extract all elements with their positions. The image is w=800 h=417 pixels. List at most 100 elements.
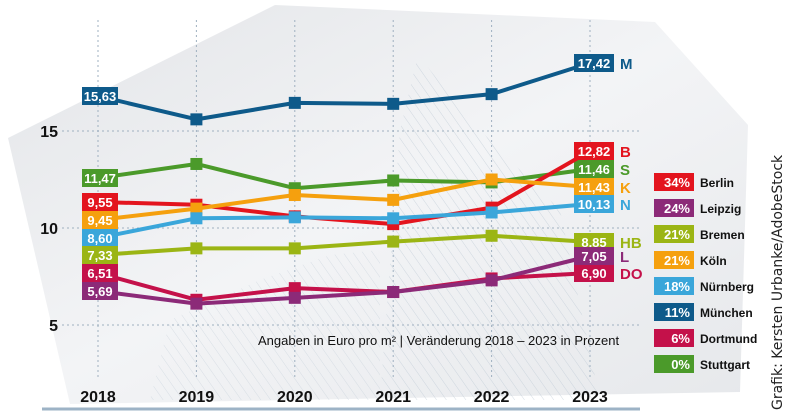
end-value-label: 12,82 B: [574, 142, 631, 161]
end-value: 11,43: [578, 180, 610, 195]
legend-change: 21%: [664, 253, 690, 268]
legend-label: Bremen: [700, 228, 745, 242]
data-point: [288, 189, 301, 202]
label-box: [82, 193, 118, 211]
end-value-label: 8,85 HB: [574, 233, 642, 252]
start-value-label: 8,60: [82, 229, 118, 247]
data-point: [288, 282, 301, 295]
label-box: [574, 264, 614, 282]
data-point: [485, 206, 498, 219]
x-tick-label: 2022: [474, 389, 510, 406]
legend-swatch: [654, 251, 694, 269]
label-box: [574, 178, 614, 196]
start-value: 15,63: [84, 89, 117, 104]
end-value: 8,85: [581, 235, 606, 250]
y-axis: 5 10 15: [40, 124, 58, 335]
series-line: [97, 177, 591, 222]
legend-change: 18%: [664, 279, 690, 294]
end-value-label: 17,42 M: [574, 54, 633, 73]
x-tick-label: 2019: [179, 389, 215, 406]
series-group: 15,63 17,42 M 11,47 11,46 S 9,55 12,82 B 9,45 11,4…: [82, 54, 643, 310]
data-point: [190, 242, 203, 255]
start-value-label: 5,69: [82, 282, 118, 300]
label-box: [82, 87, 118, 105]
end-value: 11,46: [578, 162, 610, 177]
data-point: [190, 157, 203, 170]
start-value: 8,60: [87, 231, 112, 246]
legend-item-münchen: 11% München: [654, 303, 753, 321]
label-box: [574, 54, 614, 72]
legend-label: Nürnberg: [700, 280, 754, 294]
series-line: [97, 61, 591, 122]
end-value-label: 10,13 N: [574, 195, 631, 214]
end-value: 6,90: [581, 266, 606, 281]
data-point: [387, 286, 400, 299]
city-code: K: [620, 180, 631, 197]
end-value-label: 11,43 K: [574, 178, 631, 197]
series-line: [97, 254, 591, 306]
start-value: 9,55: [87, 195, 112, 210]
legend-swatch: [654, 173, 694, 191]
legend-label: Stuttgart: [700, 358, 750, 372]
series-leipzig: 5,69 7,05 L: [82, 247, 629, 310]
end-value: 12,82: [578, 144, 611, 159]
start-value-label: 11,47: [82, 169, 118, 187]
data-point: [190, 212, 203, 225]
data-point: [485, 173, 498, 186]
data-point: [190, 297, 203, 310]
data-point: [387, 193, 400, 206]
legend-item-leipzig: 24% Leipzig: [654, 199, 741, 217]
series-köln: 9,45 11,43 K: [82, 173, 631, 229]
legend: 34% Berlin 24% Leipzig 21% Bremen 21% Köln 18% Nü…: [654, 173, 757, 373]
legend-swatch: [654, 277, 694, 295]
city-code: M: [620, 56, 633, 73]
legend-label: Köln: [700, 254, 727, 268]
series-bremen: 7,33 8,85 HB: [82, 229, 642, 264]
legend-swatch: [654, 199, 694, 217]
series-line: [97, 202, 591, 240]
start-value-label: 9,55: [82, 193, 118, 211]
end-value: 7,05: [581, 249, 606, 264]
label-box: [82, 169, 118, 187]
building-illustration: [380, 55, 600, 400]
data-point: [387, 174, 400, 187]
start-value-label: 7,33: [82, 246, 118, 264]
label-box: [574, 142, 614, 160]
legend-item-köln: 21% Köln: [654, 251, 727, 269]
data-point: [190, 202, 203, 215]
legend-label: Leipzig: [700, 202, 741, 216]
label-box: [82, 282, 118, 300]
legend-change: 6%: [671, 331, 690, 346]
legend-label: Berlin: [700, 176, 734, 190]
data-point: [387, 212, 400, 225]
data-point: [288, 242, 301, 255]
legend-swatch: [654, 225, 694, 243]
data-point: [190, 113, 203, 126]
series-münchen: 15,63 17,42 M: [82, 54, 633, 126]
legend-item-berlin: 34% Berlin: [654, 173, 734, 191]
data-point: [485, 229, 498, 242]
legend-swatch: [654, 303, 694, 321]
start-value: 11,47: [84, 171, 116, 186]
series-nürnberg: 8,60 10,13 N: [82, 195, 631, 247]
chart-subtitle: Angaben in Euro pro m² | Veränderung 201…: [258, 333, 620, 348]
start-value-label: 9,45: [82, 211, 118, 229]
legend-item-dortmund: 6% Dortmund: [654, 329, 757, 347]
end-value-label: 6,90 DO: [574, 264, 643, 283]
start-value: 5,69: [87, 284, 112, 299]
start-value-label: 15,63: [82, 87, 118, 105]
data-point: [485, 88, 498, 101]
start-value-label: 6,51: [82, 264, 118, 282]
label-box: [82, 229, 118, 247]
data-point: [288, 291, 301, 304]
series-line: [97, 149, 591, 227]
data-point: [387, 235, 400, 248]
start-value: 9,45: [87, 213, 112, 228]
data-point: [485, 274, 498, 287]
start-value: 6,51: [87, 266, 112, 281]
data-point: [288, 96, 301, 109]
data-point: [288, 211, 301, 224]
label-box: [82, 264, 118, 282]
legend-item-bremen: 21% Bremen: [654, 225, 745, 243]
